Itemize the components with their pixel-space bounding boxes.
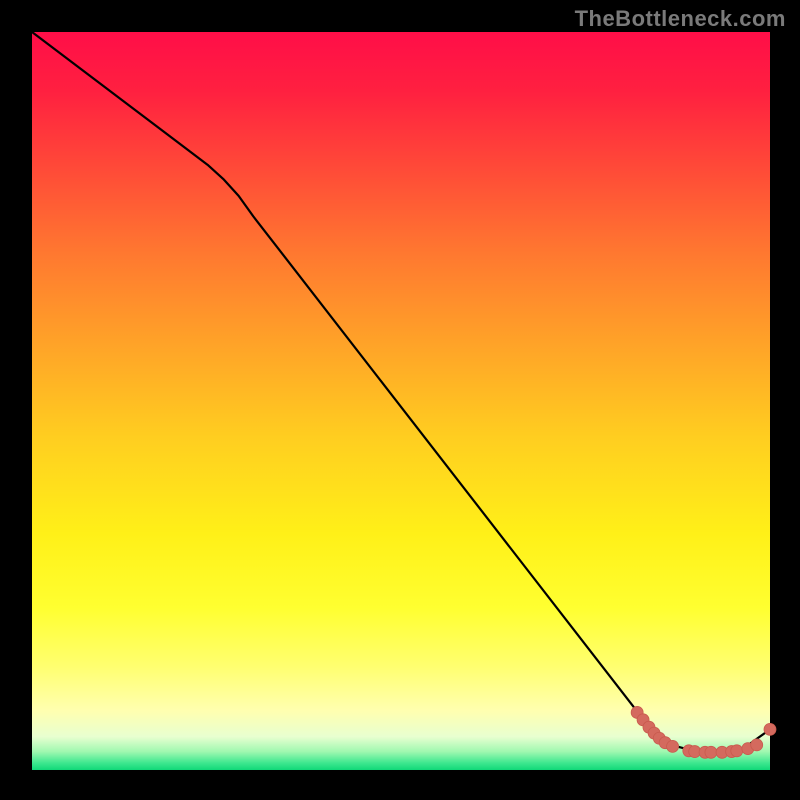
marker-point — [667, 740, 679, 752]
chart-svg — [0, 0, 800, 800]
watermark-text: TheBottleneck.com — [575, 6, 786, 32]
marker-point — [764, 723, 776, 735]
marker-point — [751, 739, 763, 751]
marker-point — [731, 745, 743, 757]
chart-container: TheBottleneck.com — [0, 0, 800, 800]
plot-background — [32, 32, 770, 770]
marker-point — [705, 746, 717, 758]
